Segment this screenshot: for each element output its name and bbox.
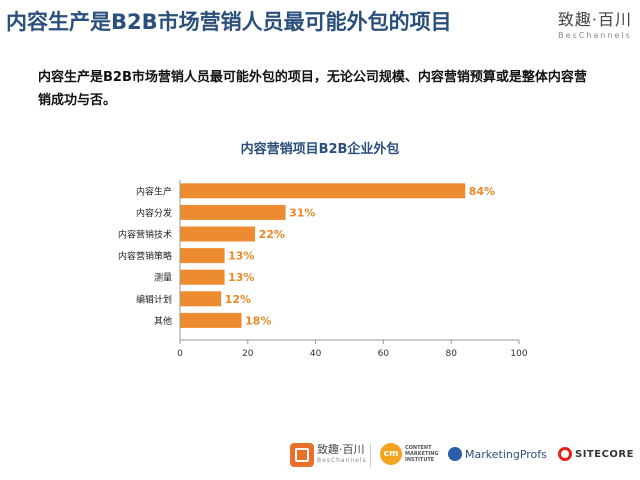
sitecore-logo: SITECORE [558, 447, 634, 461]
bar [180, 312, 242, 328]
category-label: 内容营销策略 [118, 250, 172, 262]
bar [180, 291, 222, 307]
category-label: 其他 [154, 315, 172, 327]
page-title: 内容生产是B2B市场营销人员最可能外包的项目 [6, 10, 452, 34]
x-tick-label: 100 [510, 349, 527, 359]
cmi-logo-text: CONTENT MARKETING INSTITUTE [405, 445, 439, 463]
x-tick-label: 60 [378, 349, 390, 359]
x-tick-label: 80 [445, 349, 457, 359]
data-label: 12% [225, 293, 251, 306]
bar-chart: 0 20 40 60 80 100 内容生产 84% 内容分发 31% 内容营销技术 22% 内容营销策… [118, 180, 528, 359]
cmi-logo: cm CONTENT MARKETING INSTITUTE [380, 443, 449, 465]
beschannels-logo: 致趣·百川 BesChannels [290, 440, 367, 470]
brand-logo: 致趣·百川 BesChannels [558, 6, 632, 40]
footer-divider [370, 443, 371, 467]
chart-title: 内容营销项目B2B企业外包 [240, 142, 400, 157]
sitecore-mark-icon [558, 447, 572, 461]
marketingprofs-logo: MarketingProfs [448, 447, 547, 461]
beschannels-logo-en: BesChannels [317, 457, 367, 464]
beschannels-mark-icon [290, 443, 314, 467]
x-tick-label: 40 [310, 349, 322, 359]
category-label: 内容分发 [136, 207, 172, 219]
bar [180, 183, 466, 199]
data-label: 13% [228, 250, 254, 263]
data-label: 84% [469, 185, 495, 198]
footer-logos: 致趣·百川 BesChannels cm CONTENT MARKETING I… [290, 440, 635, 470]
category-label: 测量 [154, 273, 172, 284]
bar [180, 226, 256, 242]
marketingprofs-globe-icon [448, 447, 462, 461]
bar [180, 248, 225, 264]
data-label: 31% [289, 206, 315, 219]
beschannels-logo-cn: 致趣·百川 [317, 443, 365, 456]
data-label: 13% [228, 271, 254, 284]
data-label: 18% [245, 314, 271, 327]
marketingprofs-logo-text: MarketingProfs [465, 447, 547, 461]
category-label: 编辑计划 [136, 293, 172, 305]
x-tick-label: 0 [177, 349, 183, 359]
sitecore-logo-text: SITECORE [575, 448, 634, 460]
category-label: 内容营销技术 [118, 229, 172, 241]
bar [180, 269, 225, 285]
bar [180, 204, 286, 220]
category-label: 内容生产 [136, 185, 172, 197]
x-tick-label: 20 [242, 349, 254, 359]
brand-logo-cn: 致趣·百川 [557, 10, 632, 29]
brand-logo-en: BesChannels [558, 31, 632, 40]
data-label: 22% [259, 228, 285, 241]
cmi-mark-icon: cm [380, 443, 402, 465]
intro-text: 内容生产是B2B市场营销人员最可能外包的项目，无论公司规模、内容营销预算或是整体… [38, 70, 587, 108]
